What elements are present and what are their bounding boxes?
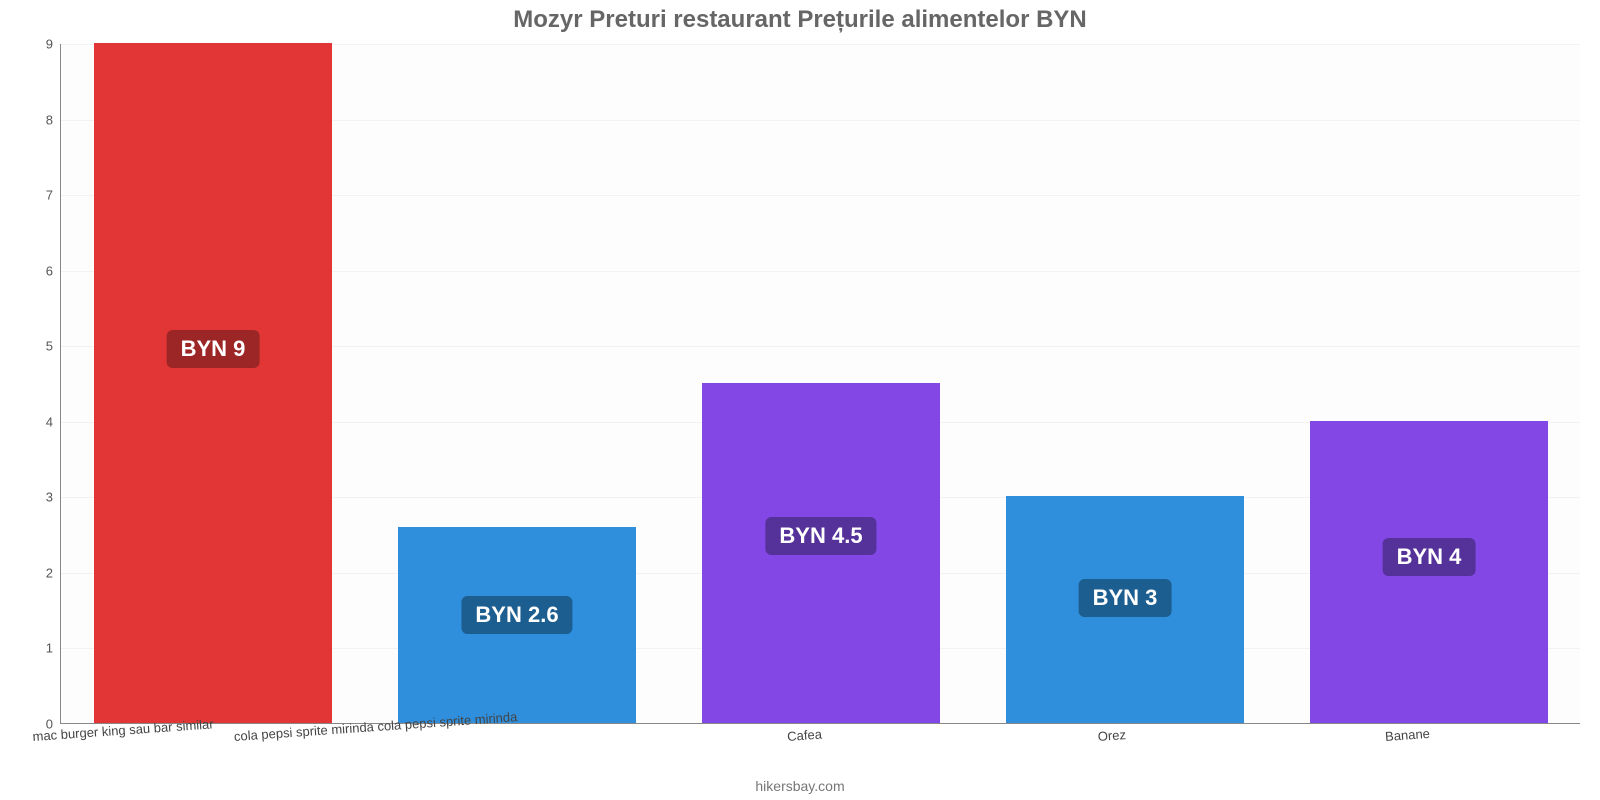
bar-value-label: BYN 4	[1383, 538, 1476, 576]
ytick-label: 5	[46, 339, 61, 354]
plot-area: 0123456789BYN 9mac burger king sau bar s…	[60, 44, 1580, 724]
chart-container: Mozyr Preturi restaurant Prețurile alime…	[0, 0, 1600, 800]
ytick-label: 3	[46, 490, 61, 505]
xtick-label: Banane	[1385, 726, 1431, 744]
bar-value-label: BYN 4.5	[765, 517, 876, 555]
bar-value-label: BYN 3	[1079, 579, 1172, 617]
bar: BYN 4.5	[702, 383, 939, 723]
ytick-label: 4	[46, 414, 61, 429]
ytick-label: 1	[46, 641, 61, 656]
ytick-label: 9	[46, 37, 61, 52]
bar: BYN 4	[1310, 421, 1547, 723]
bar: BYN 3	[1006, 496, 1243, 723]
bar: BYN 9	[94, 43, 331, 723]
ytick-label: 2	[46, 565, 61, 580]
xtick-label: Orez	[1097, 727, 1126, 744]
chart-title: Mozyr Preturi restaurant Prețurile alime…	[0, 6, 1600, 34]
attribution: hikersbay.com	[0, 778, 1600, 794]
ytick-label: 6	[46, 263, 61, 278]
bar-value-label: BYN 9	[167, 330, 260, 368]
bar-value-label: BYN 2.6	[461, 596, 572, 634]
xtick-label: Cafea	[787, 727, 823, 744]
ytick-label: 8	[46, 112, 61, 127]
ytick-label: 7	[46, 188, 61, 203]
bar: BYN 2.6	[398, 527, 635, 723]
